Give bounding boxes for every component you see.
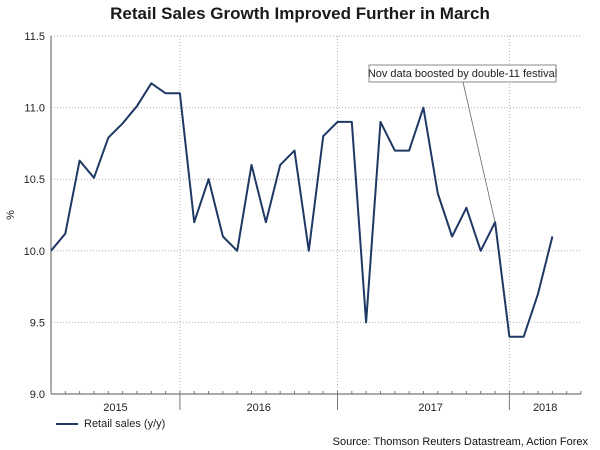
source-note: Source: Thomson Reuters Datastream, Acti… — [332, 436, 588, 448]
y-tick-label: 9.5 — [30, 317, 45, 329]
axes — [50, 36, 582, 410]
tick-labels: 9.0 9.5 10.0 10.5 11.0 11.5 2015 2016 2017 2018% — [5, 31, 557, 414]
annotation-group: Nov data boosted by double-11 festival — [368, 64, 557, 223]
legend-swatch — [56, 423, 78, 425]
annotation-text: Nov data boosted by double-11 festival — [368, 68, 557, 80]
legend: Retail sales (y/y) — [56, 418, 165, 430]
x-year-label: 2015 — [103, 402, 127, 414]
x-year-label: 2018 — [533, 402, 557, 414]
annotation-box — [368, 64, 557, 83]
legend-label: Retail sales (y/y) — [84, 418, 166, 430]
y-tick-label: 11.5 — [24, 31, 45, 43]
series-lines — [50, 82, 554, 338]
y-tick-label: 10.5 — [24, 174, 45, 186]
y-tick-label: 10.0 — [24, 246, 45, 258]
y-tick-label: 11.0 — [24, 103, 45, 115]
series-line-retail-sales — [50, 82, 554, 338]
annotation-leader-line — [462, 81, 496, 223]
x-year-label: 2017 — [418, 402, 442, 414]
grid — [51, 35, 581, 394]
y-tick-label: 9.0 — [30, 389, 45, 401]
y-axis-label: % — [5, 210, 17, 220]
chart-title: Retail Sales Growth Improved Further in … — [110, 4, 490, 23]
x-year-label: 2016 — [246, 402, 270, 414]
